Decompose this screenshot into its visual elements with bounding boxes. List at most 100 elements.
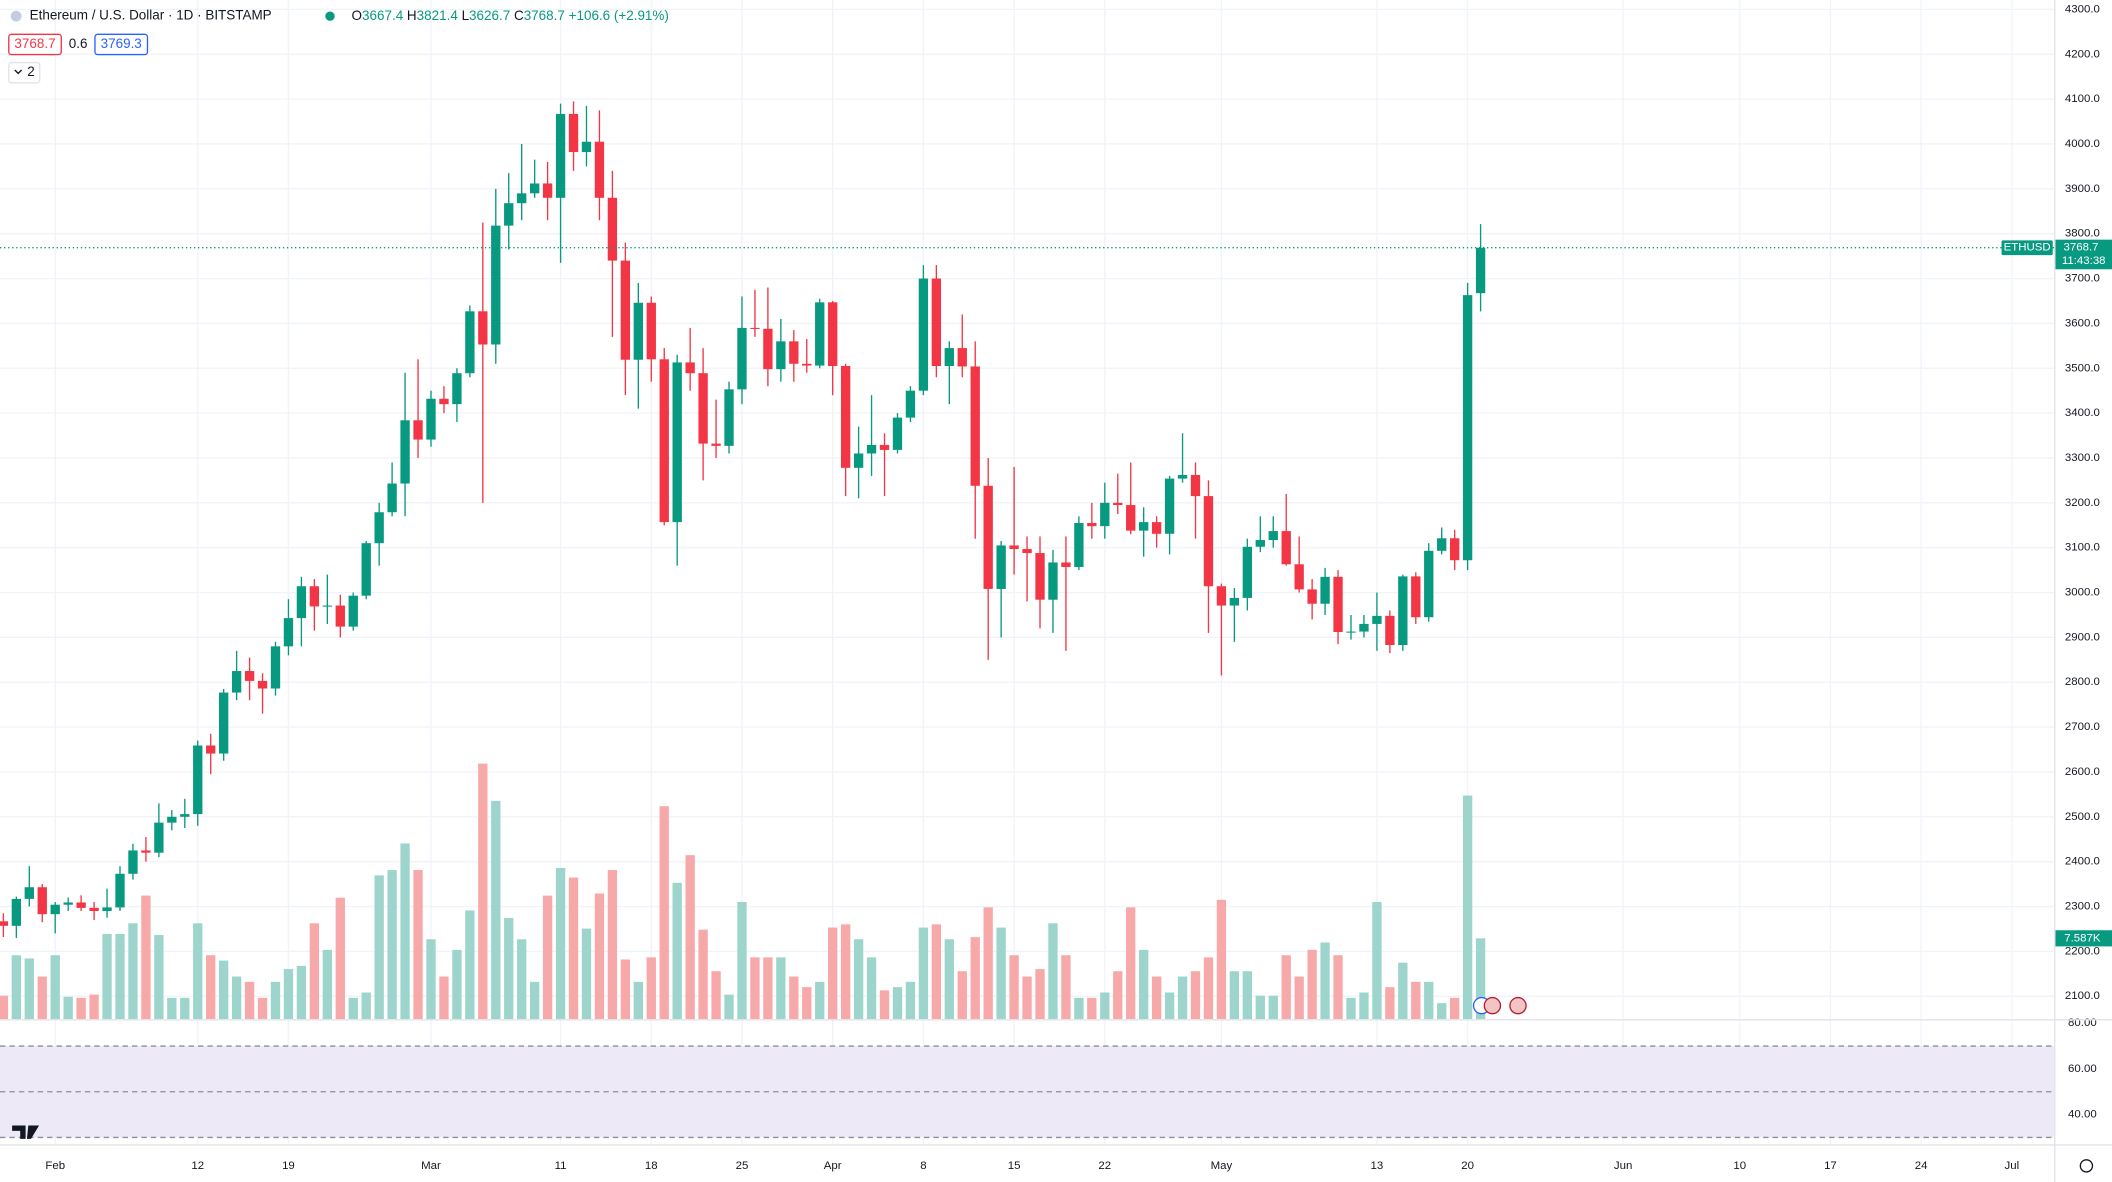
candle-body [1333,576,1343,633]
candle-body [465,311,475,374]
spread: 0.6 [69,36,88,51]
x-tick-label: Feb [45,1160,65,1172]
volume-bar [1385,987,1395,1020]
volume-bar [1229,971,1240,1020]
candle-body [348,595,358,627]
volume-bar [724,994,734,1020]
candle-layer [0,101,1486,938]
volume-bar [853,939,864,1020]
candle-body [257,680,268,689]
candle-body [1268,531,1278,541]
candle-body [1048,562,1058,600]
volume-bar [76,997,86,1020]
y-tick-label: 2800.0 [2065,676,2100,688]
ohlc-prefix: C [514,8,524,23]
x-tick-label: 15 [1008,1160,1021,1172]
volume-bar [711,971,721,1020]
candle-body [879,444,890,450]
volume-bar [646,957,656,1020]
candle-body [594,141,605,198]
y-tick-label: 3800.0 [2065,228,2100,240]
volume-bar [89,994,99,1020]
candle-body [1074,523,1084,567]
x-tick-label: 19 [282,1160,295,1172]
event-flag[interactable] [1483,996,1502,1015]
volume-bar [840,924,851,1020]
candle-body [1255,540,1265,547]
candle-body [0,921,9,926]
buy-price: 3769.3 [101,36,142,51]
volume-bar [309,923,320,1020]
x-tick-label: May [1211,1160,1233,1172]
candle-body [685,362,695,374]
x-tick-label: Apr [824,1160,842,1172]
y-tick-label: 3500.0 [2065,362,2100,374]
candle-body [504,203,514,226]
x-tick-label: 11 [555,1160,567,1172]
volume-bar [1475,938,1486,1020]
y-tick-label: 4300.0 [2065,3,2100,15]
candle-body [400,420,410,484]
y-tick-label: 2300.0 [2065,901,2100,913]
candle-body [607,197,618,261]
candle-body [789,341,799,364]
settings-icon[interactable] [2079,1159,2094,1173]
volume-bar [1255,995,1265,1020]
candle-body [1164,478,1175,534]
volume-bar [1437,1003,1447,1020]
candle-body [892,417,903,450]
candle-body [1087,523,1097,527]
symbol-icon [10,10,22,22]
y-tick-label: 3400.0 [2065,407,2100,419]
sell-button[interactable] [8,33,62,56]
event-flag[interactable] [1509,996,1527,1015]
volume-bar [815,981,825,1020]
volume-bar [413,870,423,1020]
volume-bar [1190,971,1201,1020]
candle-body [1009,545,1019,550]
buy-button[interactable] [94,33,149,56]
indicators-toggle[interactable] [8,61,41,84]
volume-bar [115,933,125,1020]
candle-body [24,887,34,899]
volume-bar [193,923,203,1020]
ohlc-prefix: O [352,8,362,23]
candle-body [1424,550,1434,618]
volume-bar [478,763,488,1020]
candle-body [63,902,73,905]
volume-bar [37,976,47,1020]
volume-bar [789,976,799,1020]
candle-body [1177,475,1188,479]
volume-bar [1411,981,1421,1020]
candle-body [1229,597,1240,606]
y-tick-label: 2400.0 [2065,856,2100,868]
candle-body [1139,522,1149,531]
candle-body [1151,522,1162,534]
volume-bar [504,917,514,1020]
candle-body [659,359,669,523]
y-tick-label: 4000.0 [2065,138,2100,150]
ohlc-value: 3768.7 [524,8,565,23]
candle-body [1242,546,1253,598]
y-tick-label: 2600.0 [2065,766,2100,778]
symbol-title[interactable]: Ethereum / U.S. Dollar · 1D · BITSTAMP [30,8,272,23]
y-tick-label: 3200.0 [2065,497,2100,509]
x-tick-label: 12 [191,1160,204,1172]
volume-bar [594,893,605,1020]
candle-body [944,348,954,367]
candle-body [1398,576,1408,646]
volume-bar [1307,949,1317,1020]
volume-bar [1009,955,1019,1020]
volume-bar [322,949,332,1020]
candle-body [555,113,566,198]
candle-body [815,302,825,366]
volume-bar [465,910,475,1020]
candle-body [1437,538,1447,551]
y-tick-label: 3300.0 [2065,452,2100,464]
volume-bar [1048,923,1058,1020]
volume-bar [529,981,540,1020]
candle-body [1346,631,1356,633]
volume-bar [1061,955,1071,1020]
candle-body [1035,553,1045,600]
